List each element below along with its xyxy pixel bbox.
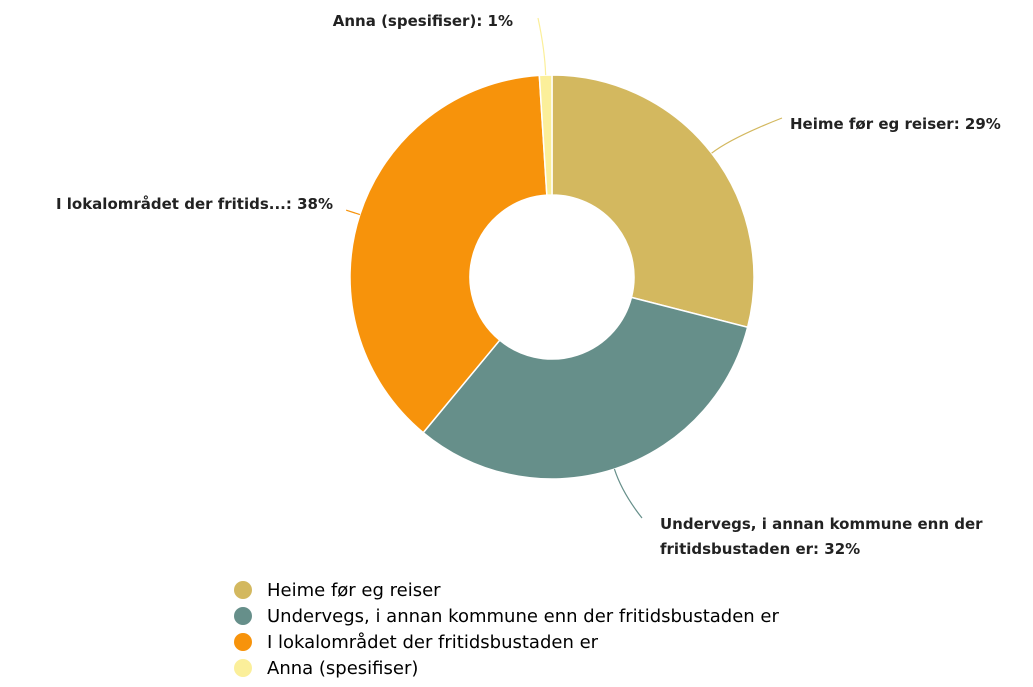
legend-marker xyxy=(234,581,252,599)
data-label: I lokalområdet der fritids...: 38% xyxy=(55,195,333,213)
legend-marker xyxy=(234,633,252,651)
slice xyxy=(349,74,548,434)
legend-label: Heime før eg reiser xyxy=(267,580,441,601)
data-label: Anna (spesifiser): 1% xyxy=(332,12,513,30)
legend-marker xyxy=(234,607,252,625)
data-label: Heime før eg reiser: 29% xyxy=(790,115,1001,133)
slice xyxy=(538,74,553,196)
legend-label: Undervegs, i annan kommune enn der friti… xyxy=(267,606,780,627)
legend-label: I lokalområdet der fritidsbustaden er xyxy=(267,632,599,653)
leader-line xyxy=(537,17,547,76)
legend-marker xyxy=(234,659,252,677)
leader-line xyxy=(346,209,361,216)
data-label: Undervegs, i annan kommune enn der friti… xyxy=(660,515,983,558)
legend-label: Anna (spesifiser) xyxy=(267,658,418,679)
slice xyxy=(551,74,755,329)
slice xyxy=(422,296,749,480)
leader-line xyxy=(711,117,783,154)
leader-line xyxy=(613,468,643,519)
